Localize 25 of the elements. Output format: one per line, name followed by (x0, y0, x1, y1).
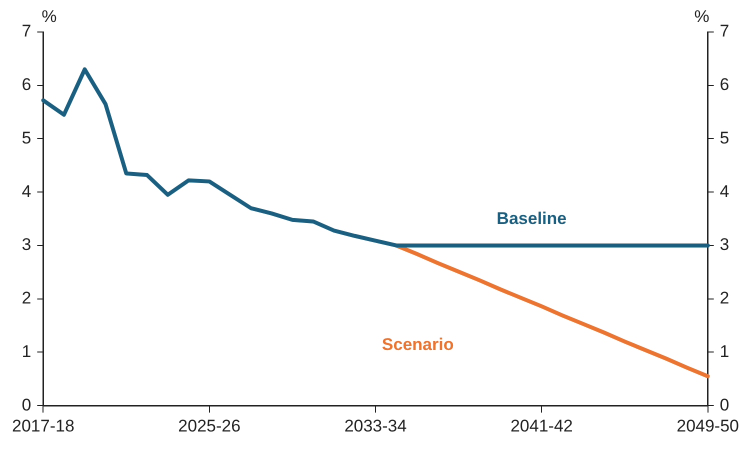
y2-tick-label: 6 (720, 75, 730, 94)
series-label: Baseline (496, 209, 567, 228)
y-axis-title: % (42, 7, 57, 26)
y2-tick-label: 1 (720, 342, 730, 361)
y2-tick-label: 7 (720, 22, 730, 41)
y-tick-label: 3 (22, 235, 32, 254)
y2-tick-label: 2 (720, 288, 730, 308)
text: Scenario (382, 334, 454, 354)
y2-tick-label: 0 (720, 395, 730, 414)
y-tick-label: 0 (22, 395, 32, 414)
y-tick-label: 5 (22, 128, 32, 148)
x-tick-label: 2017-18 (12, 416, 74, 436)
y2-tick-label: 5 (720, 128, 730, 148)
y-tick-label: 7 (22, 22, 32, 41)
y2-axis-title: % (694, 7, 710, 26)
y-tick-label: 2 (22, 288, 32, 308)
y-tick-label: 4 (22, 182, 32, 201)
x-tick-label: 2033-34 (344, 416, 407, 436)
y2-tick-label: 3 (720, 235, 730, 254)
y-tick-label: 1 (22, 342, 32, 361)
x-tick-label: 2049-50 (676, 416, 739, 436)
x-tick-label: 2025-26 (178, 416, 241, 436)
x-tick-label: 2041-42 (510, 416, 573, 436)
y2-tick-label: 4 (720, 182, 730, 201)
y-tick-label: 6 (22, 75, 32, 94)
